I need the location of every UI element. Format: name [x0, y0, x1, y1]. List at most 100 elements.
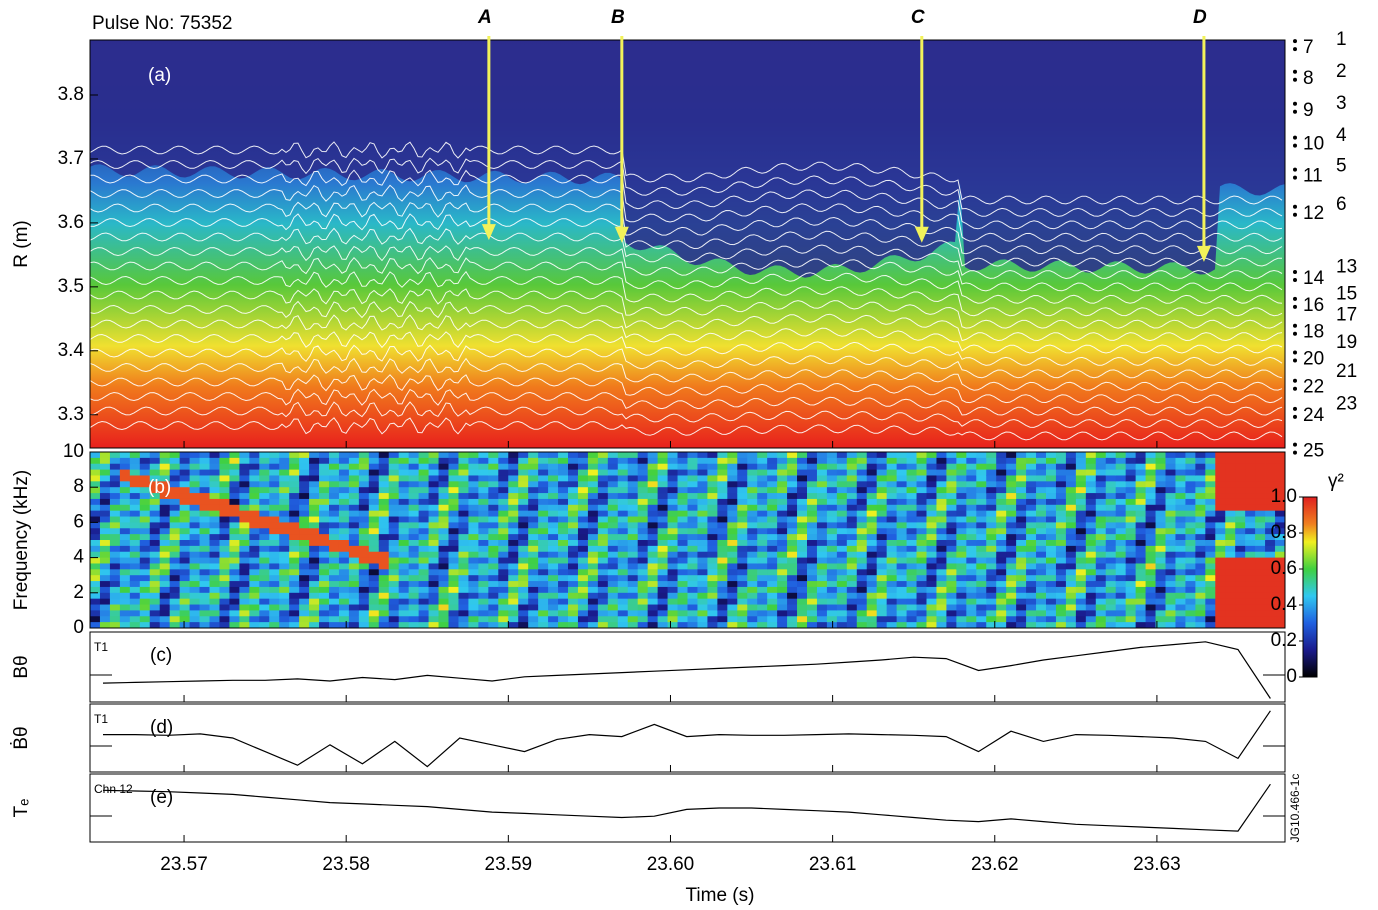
spectrogram-cell [867, 517, 877, 523]
spectrogram-cell [478, 569, 488, 575]
spectrogram-cell [1116, 569, 1126, 575]
spectrogram-cell [140, 581, 150, 587]
channel-label: 21 [1336, 361, 1357, 382]
spectrogram-cell [269, 458, 279, 464]
spectrogram-cell [887, 487, 897, 493]
spectrogram-cell [1056, 540, 1066, 546]
spectrogram-cell [767, 610, 777, 616]
spectrogram-cell [697, 481, 707, 487]
spectrogram-cell [867, 587, 877, 593]
spectrogram-cell [727, 475, 737, 481]
spectrogram-cell [389, 517, 399, 523]
spectrogram-cell [668, 470, 678, 476]
spectrogram-cell [956, 522, 966, 528]
y-tick-label: 3.7 [58, 148, 84, 169]
spectrogram-cell [1026, 593, 1036, 599]
spectrogram-cell [747, 599, 757, 605]
spectrogram-cell [319, 517, 329, 523]
spectrogram-cell [767, 599, 777, 605]
spectrogram-cell [399, 616, 409, 622]
spectrogram-cell [190, 610, 200, 616]
spectrogram-cell [986, 534, 996, 540]
spectrogram-cell [200, 552, 210, 558]
spectrogram-cell [877, 458, 887, 464]
spectrogram-cell [986, 493, 996, 499]
spectrogram-cell [857, 517, 867, 523]
spectrogram-cell [508, 558, 518, 564]
spectrogram-cell [608, 511, 618, 517]
spectrogram-cell [1126, 552, 1136, 558]
spectrogram-cell [369, 511, 379, 517]
spectrogram-cell [1036, 599, 1046, 605]
spectrogram-cell [349, 581, 359, 587]
spectrogram-cell [170, 540, 180, 546]
spectrogram-cell [1106, 616, 1116, 622]
spectrogram-cell [359, 569, 369, 575]
spectrogram-cell [1175, 522, 1185, 528]
spectrogram-cell [1116, 475, 1126, 481]
spectrogram-cell [1225, 540, 1235, 546]
spectrogram-cell [867, 528, 877, 534]
spectrogram-cell [558, 558, 568, 564]
spectrogram-cell [907, 593, 917, 599]
spectrogram-cell [419, 616, 429, 622]
spectrogram-cell [757, 505, 767, 511]
trace [103, 784, 1270, 831]
spectrogram-cell [90, 605, 100, 611]
spectrogram-cell [837, 605, 847, 611]
x-axis-label: Time (s) [686, 885, 755, 906]
spectrogram-cell [299, 505, 309, 511]
spectrogram-cell [279, 475, 289, 481]
spectrogram-cell [697, 470, 707, 476]
spectrogram-cell [279, 546, 289, 552]
spectrogram-cell [897, 493, 907, 499]
spectrogram-cell [817, 487, 827, 493]
spectrogram-cell [638, 575, 648, 581]
spectrogram-cell [110, 540, 120, 546]
spectrogram-cell [777, 511, 787, 517]
spectrogram-cell [966, 464, 976, 470]
spectrogram-cell [528, 558, 538, 564]
spectrogram-cell [200, 534, 210, 540]
spectrogram-cell [917, 464, 927, 470]
spectrogram-cell [777, 569, 787, 575]
spectrogram-cell [837, 487, 847, 493]
spectrogram-cell [439, 464, 449, 470]
spectrogram-cell [877, 475, 887, 481]
spectrogram-cell [269, 481, 279, 487]
spectrogram-cell [488, 475, 498, 481]
spectrogram-cell [917, 610, 927, 616]
spectrogram-cell [180, 493, 190, 499]
spectrogram-cell [160, 605, 170, 611]
spectrogram-cell [936, 534, 946, 540]
spectrogram-cell [837, 599, 847, 605]
spectrogram-cell [269, 528, 279, 534]
spectrogram-cell [458, 499, 468, 505]
spectrogram-cell [897, 605, 907, 611]
spectrogram-cell [1166, 558, 1176, 564]
spectrogram-cell [100, 563, 110, 569]
spectrogram-cell [648, 540, 658, 546]
spectrogram-cell [877, 616, 887, 622]
spectrogram-cell [120, 481, 130, 487]
spectrogram-cell [1175, 505, 1185, 511]
spectrogram-cell [1066, 599, 1076, 605]
spectrogram-cell [1156, 605, 1166, 611]
spectrogram-cell [598, 563, 608, 569]
spectrogram-cell [1146, 599, 1156, 605]
spectrogram-cell [976, 575, 986, 581]
spectrogram-cell [568, 605, 578, 611]
spectrogram-cell [588, 481, 598, 487]
x-tick-label: 23.61 [809, 854, 857, 875]
spectrogram-cell [837, 499, 847, 505]
spectrogram-cell [1225, 470, 1235, 476]
spectrogram-cell [1215, 464, 1225, 470]
spectrogram-cell [498, 452, 508, 458]
spectrogram-cell [956, 587, 966, 593]
spectrogram-cell [299, 546, 309, 552]
spectrogram-cell [1156, 563, 1166, 569]
spectrogram-cell [1046, 616, 1056, 622]
spectrogram-cell [319, 581, 329, 587]
spectrogram-cell [1106, 534, 1116, 540]
spectrogram-cell [867, 581, 877, 587]
